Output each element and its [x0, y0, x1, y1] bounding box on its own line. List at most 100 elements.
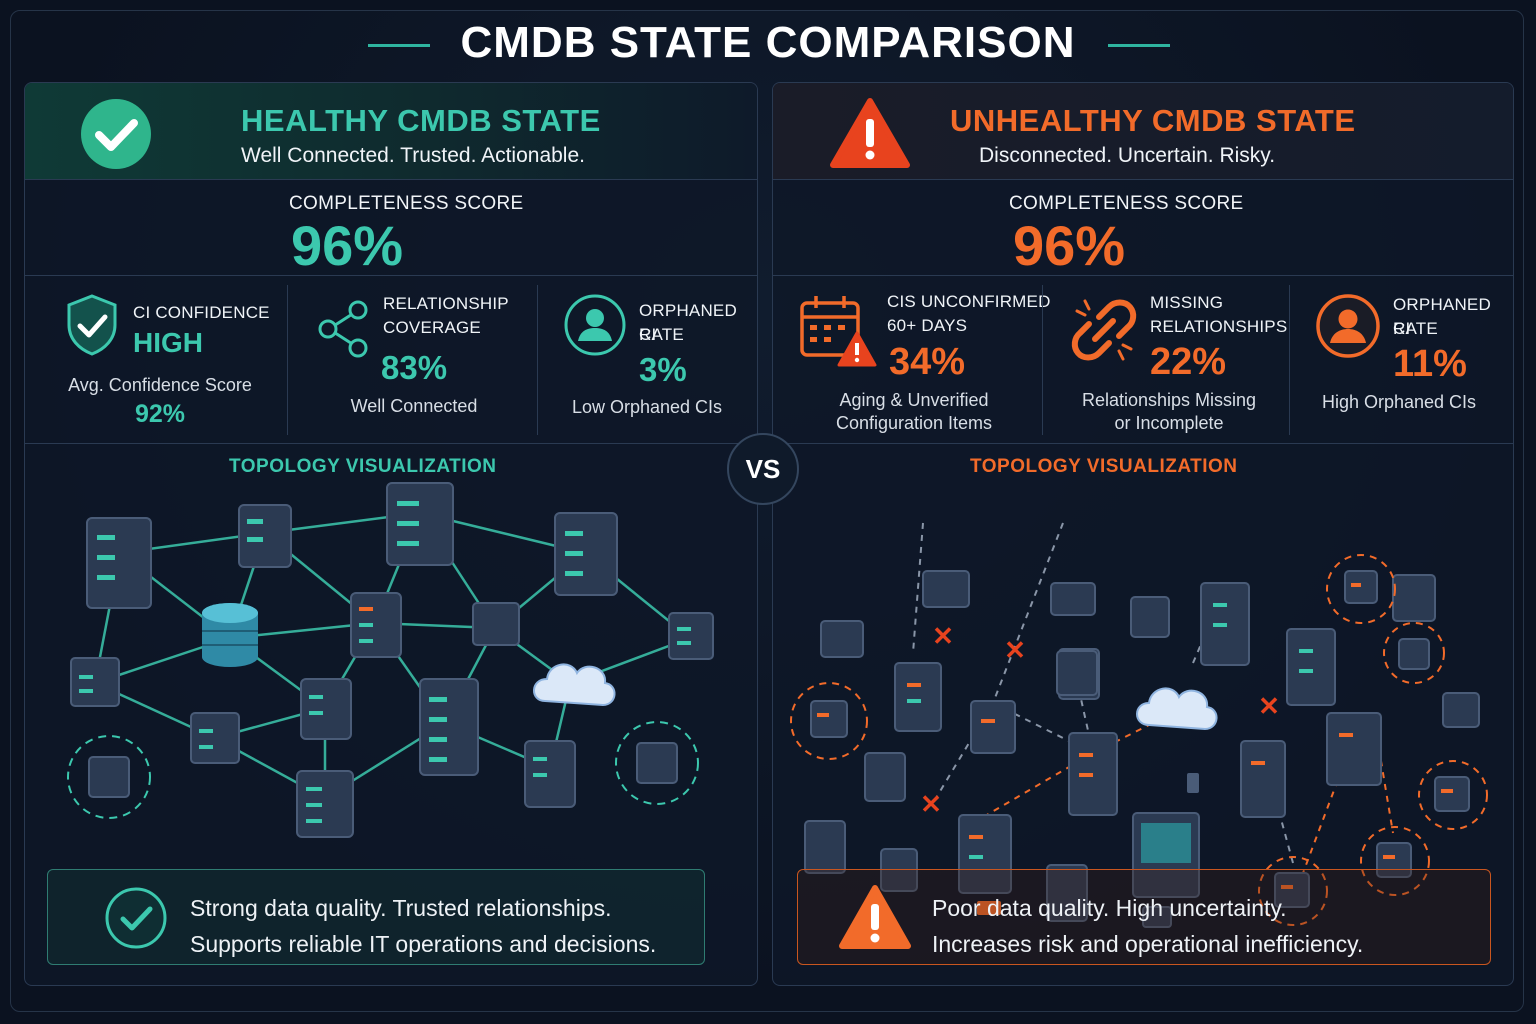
ci-confidence-label: CI CONFIDENCE — [133, 303, 270, 322]
database-icon — [202, 603, 258, 667]
unhealthy-title: UNHEALTHY CMDB STATE — [950, 103, 1356, 138]
orphaned-node-icon — [1360, 826, 1430, 896]
cis-unconfirmed-value: 34% — [889, 341, 966, 383]
healthy-topology-diagram — [67, 482, 714, 838]
cis-unconfirmed-label-2: 60+ DAYS — [887, 316, 968, 335]
divider — [287, 285, 288, 435]
missing-relationships-label-1: MISSING — [1150, 293, 1224, 312]
avg-confidence-label: Avg. Confidence Score — [68, 375, 252, 395]
check-circle-icon — [105, 887, 167, 949]
unhealthy-topology-diagram: ✕ ✕ ✕ ✕ — [790, 522, 1488, 928]
monitor-icon — [1132, 812, 1200, 898]
healthy-footer-line-2: Supports reliable IT operations and deci… — [190, 931, 657, 957]
missing-relationships-label-2: RELATIONSHIPS — [1150, 317, 1288, 336]
unhealthy-footer-line-1: Poor data quality. High uncertainty. — [932, 895, 1287, 921]
unhealthy-completeness-label: COMPLETENESS SCORE — [1009, 193, 1244, 214]
server-rack-icon — [554, 512, 618, 596]
server-rack-icon — [350, 592, 402, 658]
healthy-completeness-value: 96% — [291, 214, 404, 277]
relationship-coverage-label-2: COVERAGE — [383, 318, 481, 337]
orphaned-ci-rate-desc: High Orphaned CIs — [1321, 392, 1477, 412]
healthy-subtitle: Well Connected. Trusted. Actionable. — [241, 144, 585, 167]
cis-unconfirmed-desc-2: Configuration Items — [835, 413, 993, 433]
title-accent-line-left — [368, 44, 430, 47]
share-nodes-icon — [318, 300, 368, 358]
divider — [1289, 285, 1290, 435]
broken-link-icon — [1071, 299, 1137, 361]
broken-connection-icon: ✕ — [1004, 635, 1026, 665]
orphaned-node-icon — [67, 735, 151, 819]
orphaned-ci-rate-value: 11% — [1393, 343, 1467, 385]
server-rack-icon — [524, 740, 576, 808]
vs-badge: VS — [727, 433, 799, 505]
small-device-icon — [977, 773, 1199, 928]
orphaned-node-icon — [1418, 760, 1488, 830]
cis-unconfirmed-desc-1: Aging & Unverified — [839, 390, 989, 410]
user-circle-icon — [1316, 294, 1380, 358]
orphaned-node-icon — [1383, 622, 1445, 684]
divider — [25, 443, 757, 444]
healthy-footer-line-1: Strong data quality. Trusted relationshi… — [190, 895, 612, 921]
missing-relationships-desc-2: or Incomplete — [1114, 413, 1224, 433]
healthy-header: HEALTHY CMDB STATE Well Connected. Trust… — [25, 83, 757, 180]
unhealthy-panel: UNHEALTHY CMDB STATE Disconnected. Uncer… — [772, 82, 1514, 986]
server-rack-icon — [238, 504, 292, 568]
divider — [1042, 285, 1043, 435]
orphaned-ci-rate-label-1: ORPHANED CI — [1393, 295, 1491, 338]
divider — [25, 275, 757, 276]
unhealthy-footer: Poor data quality. High uncertainty. Inc… — [797, 869, 1491, 965]
warning-triangle-icon — [830, 98, 910, 168]
divider — [773, 275, 1513, 276]
healthy-footer: Strong data quality. Trusted relationshi… — [47, 869, 705, 965]
orphaned-ci-rate-desc: Low Orphaned CIs — [571, 397, 723, 417]
calendar-warning-icon — [800, 296, 877, 367]
orphaned-node-icon — [615, 721, 699, 805]
orphaned-ci-rate-label-2: RATE — [1393, 319, 1438, 338]
cloud-icon — [533, 663, 616, 707]
healthy-title: HEALTHY CMDB STATE — [241, 103, 601, 138]
cloud-icon — [1136, 687, 1218, 731]
ci-confidence-value: HIGH — [133, 327, 203, 358]
divider — [537, 285, 538, 435]
cis-unconfirmed-label-1: CIS UNCONFIRMED — [887, 292, 1051, 311]
page-title: CMDB STATE COMPARISON — [460, 18, 1076, 67]
orphaned-node-icon — [1258, 856, 1328, 926]
user-circle-icon — [564, 294, 626, 356]
healthy-topology-title: TOPOLOGY VISUALIZATION — [229, 456, 497, 477]
title-accent-line-right — [1108, 44, 1170, 47]
check-circle-icon — [81, 99, 151, 169]
shield-check-icon — [67, 294, 117, 356]
server-rack-icon — [419, 678, 479, 776]
unhealthy-footer-text: Poor data quality. High uncertainty. Inc… — [932, 890, 1363, 962]
server-rack-icon — [386, 482, 454, 566]
unhealthy-header: UNHEALTHY CMDB STATE Disconnected. Uncer… — [773, 83, 1513, 180]
warning-triangle-icon — [839, 885, 911, 949]
broken-connection-icon: ✕ — [932, 621, 954, 651]
switch-box-icon — [190, 712, 240, 764]
orphaned-ci-rate-label-1: ORPHANED CI — [639, 301, 737, 344]
switch-box-icon — [668, 612, 714, 660]
orphaned-ci-rate-value: 3% — [639, 351, 687, 388]
relationship-coverage-desc: Well Connected — [350, 396, 478, 416]
server-rack-icon — [296, 770, 354, 838]
unhealthy-completeness-value: 96% — [1013, 214, 1126, 277]
orphaned-node-icon — [790, 682, 868, 760]
switch-box-icon — [70, 657, 120, 707]
orphaned-node-icon — [1326, 554, 1396, 624]
relationship-coverage-value: 83% — [381, 349, 448, 386]
switch-box-icon — [472, 602, 520, 646]
avg-confidence-value: 92% — [134, 400, 186, 428]
broken-connection-icon: ✕ — [1258, 691, 1280, 721]
divider — [773, 443, 1513, 444]
broken-connection-icon: ✕ — [920, 789, 942, 819]
missing-relationships-value: 22% — [1150, 341, 1227, 383]
healthy-completeness-label: COMPLETENESS SCORE — [289, 193, 524, 214]
missing-relationships-desc-1: Relationships Missing — [1081, 390, 1257, 410]
unhealthy-topology-title: TOPOLOGY VISUALIZATION — [970, 456, 1238, 477]
unhealthy-subtitle: Disconnected. Uncertain. Risky. — [979, 144, 1276, 167]
relationship-coverage-label-1: RELATIONSHIP — [383, 294, 509, 313]
healthy-footer-text: Strong data quality. Trusted relationshi… — [190, 890, 656, 962]
orphaned-ci-rate-label-2: RATE — [639, 325, 684, 344]
server-rack-icon — [300, 678, 352, 740]
healthy-panel: HEALTHY CMDB STATE Well Connected. Trust… — [24, 82, 758, 986]
